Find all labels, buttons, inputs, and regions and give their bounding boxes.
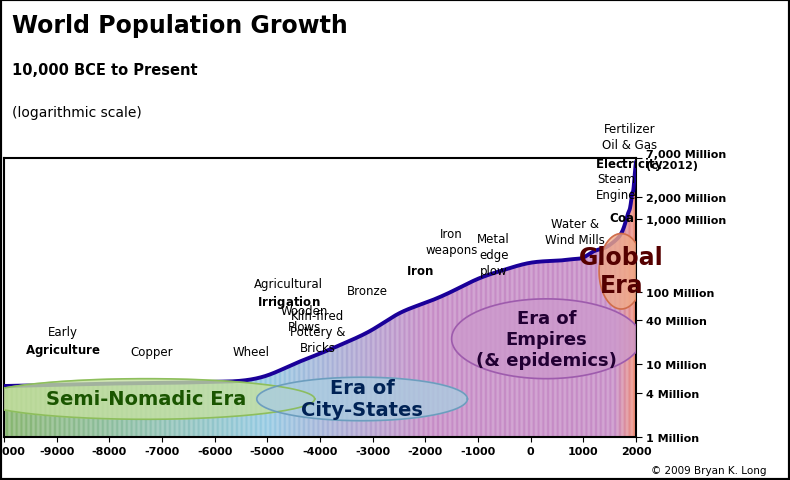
Text: Kiln-fired
Pottery &
Bricks: Kiln-fired Pottery & Bricks <box>290 309 345 354</box>
Text: Early
$\mathbf{Agriculture}$: Early $\mathbf{Agriculture}$ <box>25 325 101 359</box>
Text: Fertilizer
Oil & Gas
$\mathbf{Electricity}$: Fertilizer Oil & Gas $\mathbf{Electricit… <box>596 123 664 172</box>
Text: Iron
weapons: Iron weapons <box>426 228 478 256</box>
Text: Steam
Engine: Steam Engine <box>596 172 636 201</box>
Text: © 2009 Bryan K. Long: © 2009 Bryan K. Long <box>651 465 766 475</box>
Text: Wheel: Wheel <box>233 346 270 359</box>
Text: Semi-Nomadic Era: Semi-Nomadic Era <box>46 390 246 408</box>
Polygon shape <box>0 379 314 420</box>
Text: (logarithmic scale): (logarithmic scale) <box>12 106 141 120</box>
Text: Agricultural
$\mathbf{Irrigation}$: Agricultural $\mathbf{Irrigation}$ <box>254 277 323 311</box>
Polygon shape <box>452 299 641 379</box>
Text: Global
Era: Global Era <box>579 246 664 298</box>
Text: $\mathbf{Iron}$: $\mathbf{Iron}$ <box>406 264 434 277</box>
Text: Metal
edge
plow: Metal edge plow <box>477 232 510 277</box>
Text: Era of
Empires
(& epidemics): Era of Empires (& epidemics) <box>476 309 617 369</box>
Text: 10,000 BCE to Present: 10,000 BCE to Present <box>12 62 197 77</box>
Text: Bronze: Bronze <box>347 284 388 297</box>
Text: Water &
Wind Mills: Water & Wind Mills <box>545 218 605 247</box>
Polygon shape <box>599 234 643 310</box>
Text: Copper: Copper <box>130 346 173 359</box>
Text: $\mathbf{Coal}$: $\mathbf{Coal}$ <box>608 211 638 225</box>
Polygon shape <box>257 377 468 421</box>
Text: Wooden
Plows: Wooden Plows <box>280 304 328 333</box>
Text: Era of
City-States: Era of City-States <box>301 379 423 420</box>
Text: World Population Growth: World Population Growth <box>12 14 348 38</box>
